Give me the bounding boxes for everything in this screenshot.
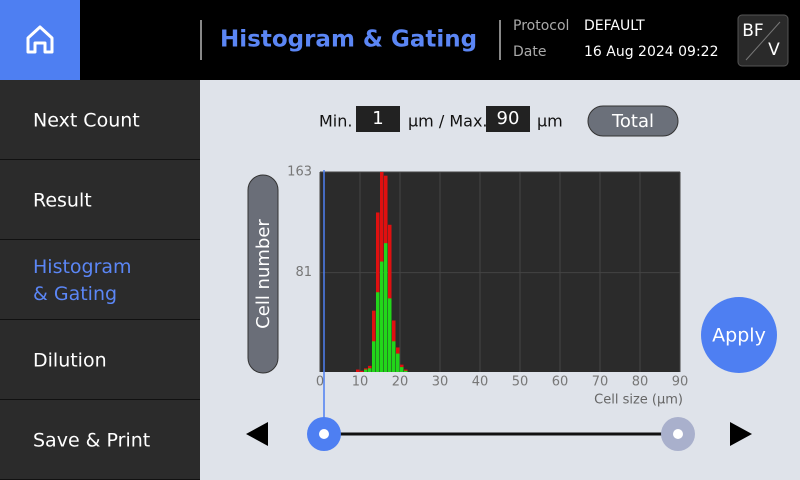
min-handle-dot <box>319 429 329 439</box>
date-label: Date <box>513 44 546 60</box>
menu-item[interactable] <box>0 160 200 239</box>
x-tick-label: 80 <box>632 375 649 390</box>
home-button[interactable] <box>0 0 80 80</box>
max-box[interactable] <box>486 106 530 132</box>
x-axis-label: Cell size (µm) <box>594 393 683 408</box>
y-label-pill <box>247 174 279 374</box>
histogram-bar <box>380 261 384 372</box>
mode-bottom: V <box>768 40 780 60</box>
y-tick-label: 163 <box>287 165 312 180</box>
x-tick-label: 50 <box>512 375 529 390</box>
date-value: 16 Aug 2024 09:22 <box>584 44 718 60</box>
histogram-bar <box>360 370 364 372</box>
min-value: 1 <box>372 108 383 129</box>
histogram-bar <box>356 369 360 372</box>
unit: µm <box>537 112 563 131</box>
x-tick-label: 0 <box>316 375 324 390</box>
menu-item[interactable] <box>0 400 200 479</box>
home-icon <box>26 25 54 54</box>
max-value: 90 <box>497 108 520 129</box>
menu-label: Result <box>33 190 92 212</box>
histogram-bar <box>396 353 400 372</box>
mode-top: BF <box>742 21 763 41</box>
x-tick-label: 20 <box>392 375 409 390</box>
y-tick-label: 81 <box>295 265 312 280</box>
menu-label: Dilution <box>33 350 107 372</box>
total-label: Total <box>611 111 654 132</box>
menu-item[interactable] <box>0 240 200 319</box>
menu-label: Save & Print <box>33 430 150 452</box>
x-tick-label: 40 <box>472 375 489 390</box>
protocol-label: Protocol <box>513 18 569 34</box>
histogram-bar <box>372 310 376 372</box>
histogram-bar <box>384 243 388 372</box>
histogram-bar <box>404 370 408 372</box>
histogram-bar <box>400 367 404 372</box>
histogram-bar <box>368 368 372 372</box>
histogram-bar <box>376 292 380 372</box>
menu-item[interactable] <box>0 320 200 399</box>
range-slider[interactable] <box>307 417 695 451</box>
header-bar <box>0 0 800 80</box>
sidebar: Next Count Result Histogram & Gating Dilutio… <box>0 80 200 480</box>
apply-label: Apply <box>712 325 766 347</box>
menu-item[interactable] <box>0 80 200 159</box>
protocol-value: DEFAULT <box>584 18 645 34</box>
right-arrow[interactable] <box>730 422 752 446</box>
mode-divider <box>745 21 781 61</box>
y-axis-label: Cell number <box>253 219 274 329</box>
max-handle-dot <box>673 429 683 439</box>
histogram: 0 10 20 30 40 50 60 70 80 90 81 163 <box>287 165 689 434</box>
histogram-bar <box>364 369 368 372</box>
menu-label: Next Count <box>33 110 140 132</box>
x-tick-label: 60 <box>552 375 569 390</box>
left-arrow[interactable] <box>246 422 268 446</box>
min-box[interactable] <box>356 106 400 132</box>
page-title: Histogram & Gating <box>220 27 477 53</box>
histogram-bar <box>388 298 392 372</box>
total-button[interactable] <box>587 105 679 137</box>
x-tick-label: 30 <box>432 375 449 390</box>
max-label: µm / Max. <box>408 112 488 131</box>
histogram-bar <box>392 341 396 372</box>
apply-button[interactable] <box>701 297 777 373</box>
histogram-bar <box>372 341 376 372</box>
menu-label: & Gating <box>33 283 117 305</box>
menu-label: Histogram <box>33 256 132 278</box>
x-tick-label: 70 <box>592 375 609 390</box>
x-tick-label: 90 <box>672 375 689 390</box>
min-label: Min. <box>319 112 352 131</box>
x-tick-label: 10 <box>352 375 369 390</box>
